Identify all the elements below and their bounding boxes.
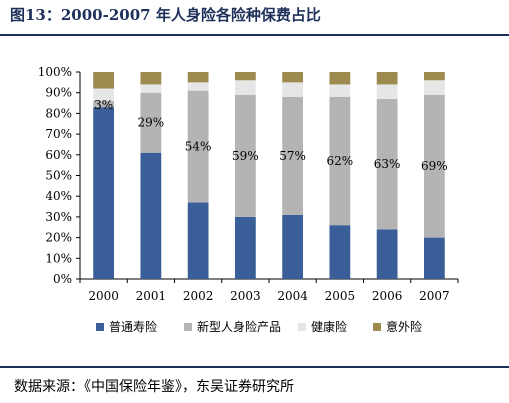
data-label: 69%	[421, 159, 448, 173]
y-tick-label: 80%	[45, 106, 72, 120]
bar-segment-accident	[93, 72, 115, 89]
x-tick-label: 2003	[230, 289, 261, 303]
legend-label: 新型人身险产品	[197, 319, 281, 334]
bar-segment-health	[423, 80, 445, 95]
source-divider	[0, 366, 509, 368]
bar-segment-new-life-products	[234, 94, 256, 217]
bar-segment-accident	[234, 72, 256, 81]
x-tick-label: 2007	[419, 289, 450, 303]
data-label: 54%	[185, 140, 212, 154]
bar-segment-health	[376, 84, 398, 99]
y-tick-label: 90%	[45, 86, 72, 100]
bar-segment-ordinary-life	[140, 152, 162, 279]
y-tick-label: 60%	[45, 148, 72, 162]
bar-segment-ordinary-life	[93, 107, 115, 279]
legend-label: 意外险	[386, 319, 422, 334]
legend-label: 健康险	[311, 319, 347, 334]
data-label: 3%	[94, 98, 113, 112]
bar-segment-accident	[376, 72, 398, 85]
bar-segment-accident	[282, 72, 304, 83]
bar-segment-health	[187, 82, 209, 91]
bar-segment-ordinary-life	[282, 214, 304, 279]
y-tick-label: 70%	[45, 127, 72, 141]
bar-segment-ordinary-life	[234, 216, 256, 279]
bar-segment-ordinary-life	[329, 225, 351, 279]
bar-segment-new-life-products	[282, 96, 304, 215]
bar-segment-health	[282, 82, 304, 97]
chart-title: 图13：2000-2007 年人身险各险种保费占比	[10, 6, 321, 24]
data-label: 57%	[279, 149, 306, 163]
source-note: 数据来源：《中国保险年鉴》，东吴证券研究所	[14, 379, 294, 395]
x-tick-label: 2002	[183, 289, 214, 303]
bar-segment-ordinary-life	[376, 229, 398, 279]
y-tick-label: 40%	[45, 189, 72, 203]
legend-label: 普通寿险	[109, 319, 157, 334]
data-label: 62%	[327, 154, 354, 168]
bar-segment-ordinary-life	[187, 202, 209, 279]
x-tick-label: 2000	[88, 289, 119, 303]
legend-swatch	[373, 323, 381, 331]
x-tick-label: 2006	[372, 289, 403, 303]
legend-swatch	[96, 323, 104, 331]
data-label: 63%	[374, 157, 401, 171]
bar-segment-new-life-products	[329, 96, 351, 226]
bar-segment-health	[329, 84, 351, 97]
bar-segment-new-life-products	[423, 94, 445, 238]
plot-area: 0% 10% 20% 30% 40% 50% 60% 70% 80% 90% 100% 3% 2000 2…	[38, 65, 459, 303]
bar-segment-health	[140, 84, 162, 93]
stacked-bar-chart: 0% 10% 20% 30% 40% 50% 60% 70% 80% 90% 100% 3% 2000 2…	[38, 65, 459, 334]
data-label: 29%	[138, 116, 165, 130]
legend-swatch	[298, 323, 306, 331]
y-tick-label: 50%	[45, 169, 72, 183]
bar-segment-accident	[329, 72, 351, 85]
bar-segment-ordinary-life	[423, 237, 445, 279]
legend-swatch	[184, 323, 192, 331]
bar-segment-accident	[140, 72, 162, 85]
bar-segment-accident	[187, 72, 209, 83]
x-tick-label: 2005	[325, 289, 356, 303]
bar-segment-health	[234, 80, 256, 95]
y-tick-label: 20%	[45, 231, 72, 245]
bar-segment-health	[93, 88, 115, 101]
y-tick-label: 100%	[38, 65, 72, 79]
bar-segment-new-life-products	[93, 100, 115, 108]
bar-segment-accident	[423, 72, 445, 81]
y-tick-label: 30%	[45, 210, 72, 224]
x-tick-label: 2001	[136, 289, 167, 303]
y-tick-label: 0%	[53, 272, 72, 286]
bar-segment-new-life-products	[376, 98, 398, 230]
y-tick-label: 10%	[45, 251, 72, 265]
legend: 普通寿险 新型人身险产品 健康险 意外险	[96, 319, 422, 334]
data-label: 59%	[232, 149, 259, 163]
title-divider	[0, 34, 509, 36]
x-tick-label: 2004	[277, 289, 308, 303]
bar-segment-new-life-products	[187, 90, 209, 203]
bar-segment-new-life-products	[140, 92, 162, 153]
